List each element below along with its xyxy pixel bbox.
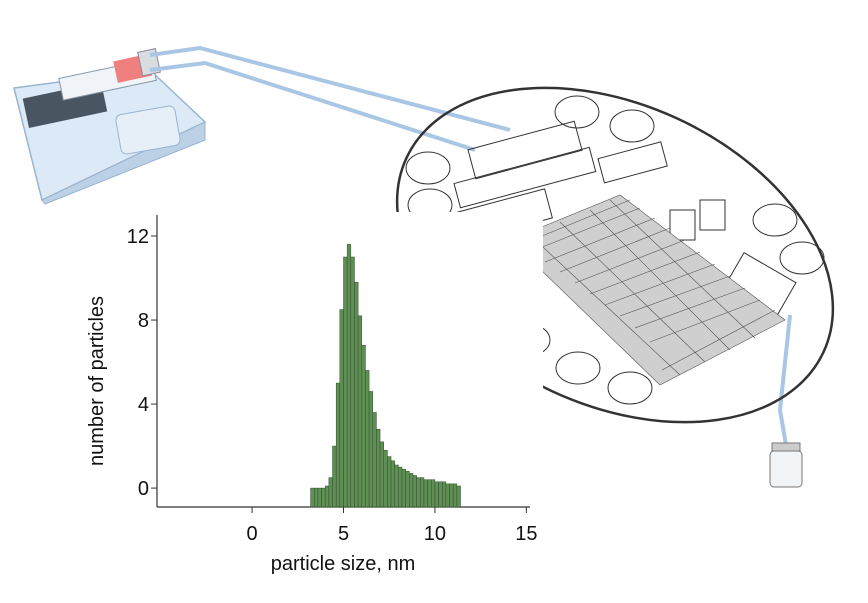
bar xyxy=(313,487,319,508)
bar xyxy=(452,483,458,508)
bar xyxy=(372,412,377,508)
bar xyxy=(398,466,403,508)
histogram-chart: particle size, nm number of particles 0 4… xyxy=(86,215,537,575)
bar xyxy=(328,477,333,508)
bar xyxy=(335,382,341,508)
bar xyxy=(354,281,359,508)
bar xyxy=(357,315,363,508)
bar xyxy=(456,485,461,508)
bar xyxy=(343,256,348,508)
bar xyxy=(416,477,421,508)
bar xyxy=(310,487,315,508)
x-tick-label: 10 xyxy=(424,523,446,545)
y-tick-label: 8 xyxy=(138,310,149,332)
bar xyxy=(405,471,410,508)
y-tick-label: 12 xyxy=(127,226,149,248)
y-tick-label: 4 xyxy=(138,394,149,416)
x-tick-label: 0 xyxy=(247,523,258,545)
x-tick-label: 15 xyxy=(515,523,537,545)
bar xyxy=(423,479,428,508)
bar xyxy=(401,468,406,508)
bar xyxy=(445,483,450,508)
bar xyxy=(332,445,337,508)
bar xyxy=(350,256,355,508)
syringe-pump xyxy=(13,48,207,205)
y-tick-label: 0 xyxy=(138,478,149,500)
bar xyxy=(383,450,388,508)
bar xyxy=(449,483,454,508)
bar xyxy=(387,456,392,508)
bar xyxy=(346,244,352,508)
bar xyxy=(376,429,381,508)
bar xyxy=(339,309,344,508)
y-axis-label: number of particles xyxy=(86,296,108,466)
bar xyxy=(441,481,447,508)
bar xyxy=(409,473,414,508)
tubing xyxy=(149,45,792,446)
bar xyxy=(434,481,439,508)
bar xyxy=(431,479,436,508)
bar xyxy=(438,481,443,508)
bar xyxy=(324,485,330,508)
bar xyxy=(361,344,366,508)
bar xyxy=(394,464,399,508)
bar xyxy=(412,475,417,508)
chart-background xyxy=(68,212,543,582)
x-axis-label: particle size, nm xyxy=(271,553,416,575)
bar xyxy=(321,487,326,508)
bar xyxy=(390,460,395,508)
bar xyxy=(317,487,322,508)
x-tick-label: 5 xyxy=(338,523,349,545)
collection-vial xyxy=(769,442,803,488)
bar xyxy=(365,370,370,508)
bar xyxy=(427,479,432,508)
bar xyxy=(368,391,374,508)
bar xyxy=(420,477,425,508)
bar xyxy=(379,441,384,508)
